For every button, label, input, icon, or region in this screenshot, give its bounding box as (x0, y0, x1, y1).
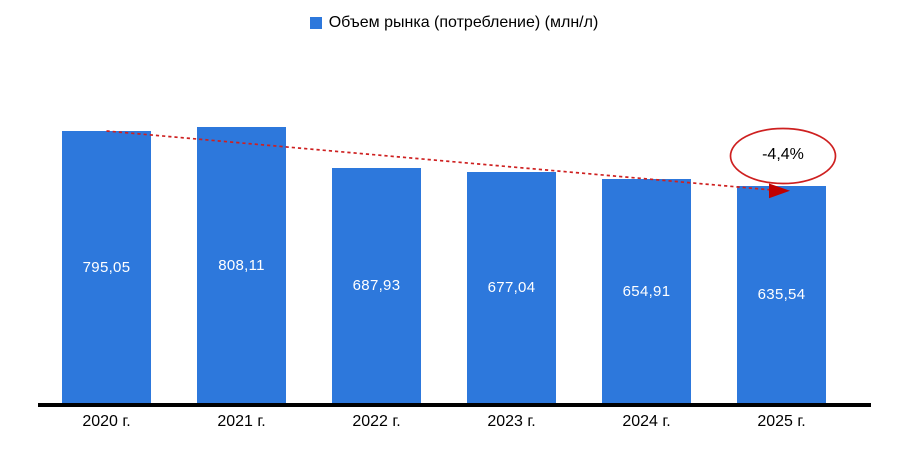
x-axis-tick-label: 2022 г. (352, 413, 401, 430)
bar: 677,04 (467, 171, 556, 403)
bar-value-label: 677,04 (487, 278, 536, 296)
bar-value-label: 795,05 (82, 258, 131, 276)
bar: 654,91 (602, 179, 691, 403)
bar: 687,93 (332, 168, 421, 403)
bar: 635,54 (737, 185, 826, 403)
bar: 795,05 (62, 131, 151, 403)
bar-value-label: 808,11 (218, 256, 265, 274)
x-axis-line (38, 403, 871, 407)
x-axis-tick-label: 2020 г. (82, 413, 131, 430)
bar: 808,11 (197, 127, 286, 403)
bar-value-label: 654,91 (622, 282, 671, 300)
x-axis-tick-label: 2021 г. (217, 413, 266, 430)
legend-marker-square (309, 17, 322, 29)
x-axis-tick-label: 2025 г. (757, 413, 806, 430)
annotation-label: -4,4% (762, 146, 804, 163)
chart-legend: Объем рынка (потребление) (млн/л) (0, 15, 908, 31)
x-axis-tick-label: 2023 г. (487, 413, 536, 430)
x-axis-tick-label: 2024 г. (622, 413, 671, 430)
legend-label: Объем рынка (потребление) (млн/л) (328, 14, 599, 31)
bar-value-label: 635,54 (757, 285, 806, 303)
bar-value-label: 687,93 (352, 277, 401, 294)
